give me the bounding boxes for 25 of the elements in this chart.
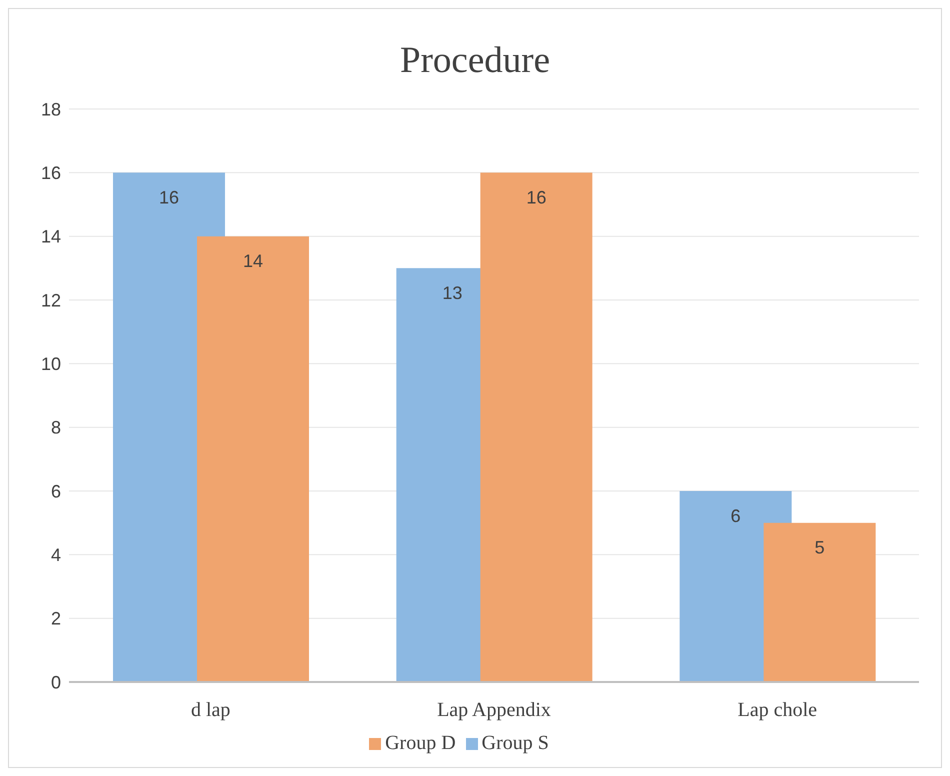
y-tick-label: 8 xyxy=(50,418,61,438)
y-tick-label: 0 xyxy=(50,672,61,692)
y-tick-label: 2 xyxy=(50,608,61,629)
chart-title: Procedure xyxy=(399,39,551,82)
x-tick-label: Lap chole xyxy=(738,699,818,722)
data-label: 16 xyxy=(526,187,546,208)
bar xyxy=(764,522,876,682)
y-tick-label: 16 xyxy=(40,163,61,184)
bar xyxy=(480,172,592,682)
x-tick-label: Lap Appendix xyxy=(437,699,551,722)
y-tick-label: 4 xyxy=(50,545,61,566)
legend-label: Group D xyxy=(385,732,456,754)
legend-label: Group S xyxy=(482,732,549,754)
y-tick-label: 12 xyxy=(40,290,61,310)
bar xyxy=(197,236,309,682)
y-tick-label: 10 xyxy=(40,354,61,374)
data-label: 14 xyxy=(242,251,264,272)
data-label: 16 xyxy=(158,187,180,208)
data-label: 13 xyxy=(442,282,462,303)
y-tick-label: 14 xyxy=(40,226,61,247)
data-label: 6 xyxy=(730,506,741,526)
data-label: 5 xyxy=(814,538,825,558)
y-tick-label: 6 xyxy=(50,481,61,502)
y-tick-label: 18 xyxy=(40,99,61,120)
x-tick-label: d lap xyxy=(190,699,230,722)
